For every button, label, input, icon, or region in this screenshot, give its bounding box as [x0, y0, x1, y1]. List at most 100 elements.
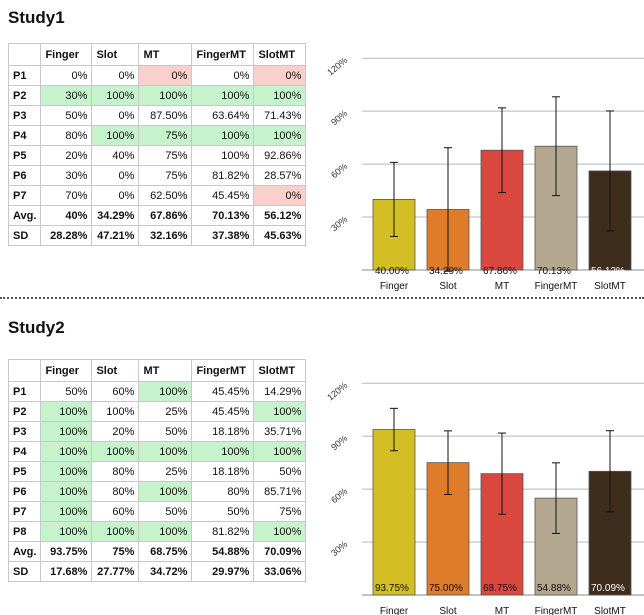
- bar-data-label: 34.29%: [429, 266, 463, 277]
- study1-table: Finger Slot MT FingerMT SlotMT P1 0% 0% 0% 0% 0% P2…: [7, 43, 307, 246]
- row-label: P4: [7, 125, 42, 146]
- table-cell: 100%: [91, 401, 140, 422]
- table-cell: 68.75%: [138, 541, 193, 562]
- table-cell: 33.06%: [253, 561, 307, 582]
- column-header: Finger: [40, 359, 93, 382]
- table-cell: 60%: [91, 501, 140, 522]
- table-cell: 0%: [253, 65, 307, 86]
- table-row: P8 100% 100% 100% 81.82% 100%: [7, 521, 307, 542]
- x-category-label: FingerMT: [535, 281, 578, 292]
- column-header: FingerMT: [191, 43, 255, 66]
- table-cell: 70.13%: [191, 205, 255, 226]
- table-row: P2 100% 100% 25% 45.45% 100%: [7, 401, 307, 422]
- table-cell: 100%: [191, 85, 255, 106]
- table-header-row: Finger Slot MT FingerMT SlotMT: [7, 359, 307, 382]
- table-cell: 50%: [40, 105, 93, 126]
- table-cell: 80%: [91, 461, 140, 482]
- table-cell: 45.63%: [253, 225, 307, 246]
- row-label: Avg.: [7, 205, 42, 226]
- table-cell: 100%: [138, 441, 193, 462]
- table-cell: 50%: [253, 461, 307, 482]
- table-cell: 60%: [91, 381, 140, 402]
- x-category-label: Finger: [380, 606, 409, 615]
- row-label: P5: [7, 461, 42, 482]
- table-cell: 27.77%: [91, 561, 140, 582]
- bar-data-label: 67.86%: [483, 266, 517, 277]
- table-cell: 40%: [40, 205, 93, 226]
- table-cell: 100%: [40, 501, 93, 522]
- table-cell: 0%: [91, 165, 140, 186]
- y-tick-label: 120%: [325, 55, 349, 77]
- bar-data-label: 70.09%: [591, 583, 625, 594]
- table-cell: 35.71%: [253, 421, 307, 442]
- row-label: P5: [7, 145, 42, 166]
- table-cell: 100%: [191, 145, 255, 166]
- table-cell: 100%: [91, 85, 140, 106]
- bar-data-label: 70.13%: [537, 266, 571, 277]
- summary-row: SD 28.28% 47.21% 32.16% 37.38% 45.63%: [7, 225, 307, 246]
- table-cell: 0%: [253, 185, 307, 206]
- column-header: SlotMT: [253, 359, 307, 382]
- x-category-label: SlotMT: [594, 606, 626, 615]
- table-cell: 100%: [138, 521, 193, 542]
- table-cell: 100%: [191, 125, 255, 146]
- y-tick-label: 90%: [329, 108, 349, 127]
- table-cell: 34.29%: [91, 205, 140, 226]
- y-tick-label: 120%: [325, 380, 349, 402]
- column-header: MT: [138, 359, 193, 382]
- table-cell: 70.09%: [253, 541, 307, 562]
- table-cell: 45.45%: [191, 185, 255, 206]
- y-tick-label: 60%: [329, 486, 349, 505]
- table-cell: 80%: [91, 481, 140, 502]
- table-cell: 50%: [40, 381, 93, 402]
- table-cell: 28.28%: [40, 225, 93, 246]
- row-label: P2: [7, 85, 42, 106]
- row-label: P8: [7, 521, 42, 542]
- table-cell: 100%: [40, 401, 93, 422]
- table-cell: 0%: [91, 105, 140, 126]
- table-row: P4 100% 100% 100% 100% 100%: [7, 441, 307, 462]
- table-cell: 75%: [138, 165, 193, 186]
- table-cell: 20%: [40, 145, 93, 166]
- x-category-label: MT: [495, 606, 509, 615]
- table-cell: 87.50%: [138, 105, 193, 126]
- table-cell: 56.12%: [253, 205, 307, 226]
- table-cell: 30%: [40, 165, 93, 186]
- row-label: P6: [7, 481, 42, 502]
- bar-data-label: 40.00%: [375, 266, 409, 277]
- row-label: P3: [7, 105, 42, 126]
- table-cell: 28.57%: [253, 165, 307, 186]
- bar-data-label: 56.12%: [591, 266, 625, 277]
- row-label: P4: [7, 441, 42, 462]
- column-header: SlotMT: [253, 43, 307, 66]
- x-category-label: Slot: [439, 606, 456, 615]
- table-cell: 40%: [91, 145, 140, 166]
- study1-bar-chart: 30% 60% 90% 120% 40.00% Finger 34.29% Slot 67.86…: [325, 55, 644, 292]
- x-category-label: Slot: [439, 281, 456, 292]
- section-divider: [0, 297, 644, 299]
- table-cell: 45.45%: [191, 401, 255, 422]
- table-cell: 80%: [191, 481, 255, 502]
- row-label: P1: [7, 381, 42, 402]
- column-header: FingerMT: [191, 359, 255, 382]
- table-cell: 100%: [91, 521, 140, 542]
- table-row: P7 100% 60% 50% 50% 75%: [7, 501, 307, 522]
- table-cell: 75%: [253, 501, 307, 522]
- y-tick-label: 30%: [329, 214, 349, 233]
- row-label: P6: [7, 165, 42, 186]
- table-row: P4 80% 100% 75% 100% 100%: [7, 125, 307, 146]
- summary-row: Avg. 40% 34.29% 67.86% 70.13% 56.12%: [7, 205, 307, 226]
- table-cell: 54.88%: [191, 541, 255, 562]
- table-cell: 100%: [40, 521, 93, 542]
- table-row: P3 50% 0% 87.50% 63.64% 71.43%: [7, 105, 307, 126]
- table-cell: 100%: [253, 85, 307, 106]
- table-cell: 75%: [138, 125, 193, 146]
- row-label: P1: [7, 65, 42, 86]
- table-cell: 50%: [191, 501, 255, 522]
- table-cell: 100%: [138, 85, 193, 106]
- table-cell: 20%: [91, 421, 140, 442]
- table-cell: 34.72%: [138, 561, 193, 582]
- table-cell: 25%: [138, 461, 193, 482]
- table-cell: 17.68%: [40, 561, 93, 582]
- table-cell: 75%: [91, 541, 140, 562]
